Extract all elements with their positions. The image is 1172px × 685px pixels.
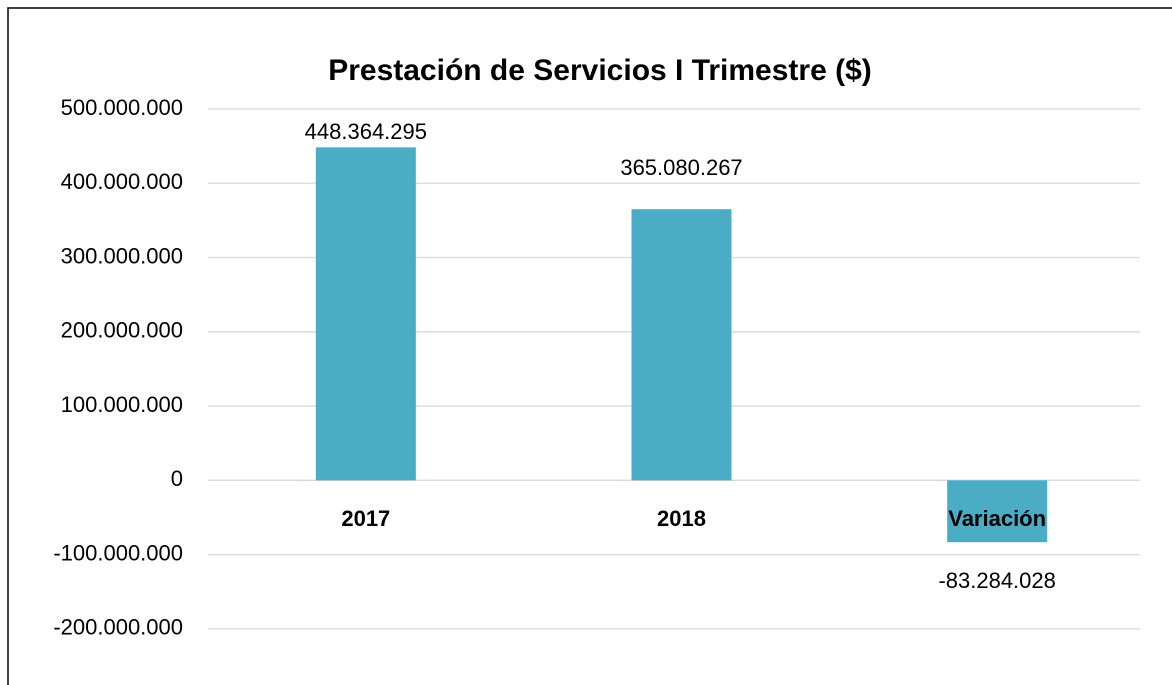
y-tick-label: 100.000.000 [61,392,183,417]
y-tick-label: 400.000.000 [61,169,183,194]
chart-title: Prestación de Servicios I Trimestre ($) [328,54,872,87]
data-label: 448.364.295 [305,119,427,144]
chart-frame [7,7,1172,685]
x-tick-label: 2018 [657,506,706,531]
y-tick-label: 200.000.000 [61,318,183,343]
y-tick-label: 300.000.000 [61,243,183,268]
bar [947,480,1048,543]
bar [315,147,416,481]
y-tick-label: 0 [171,466,183,491]
x-tick-label: 2017 [341,506,390,531]
x-tick-label: Variación [948,506,1046,531]
y-tick-label: -200.000.000 [53,615,183,640]
data-label: 365.080.267 [620,155,742,180]
bar [631,209,732,481]
y-tick-label: 500.000.000 [61,95,183,120]
data-label: -83.284.028 [938,568,1055,593]
y-tick-label: -100.000.000 [53,540,183,565]
